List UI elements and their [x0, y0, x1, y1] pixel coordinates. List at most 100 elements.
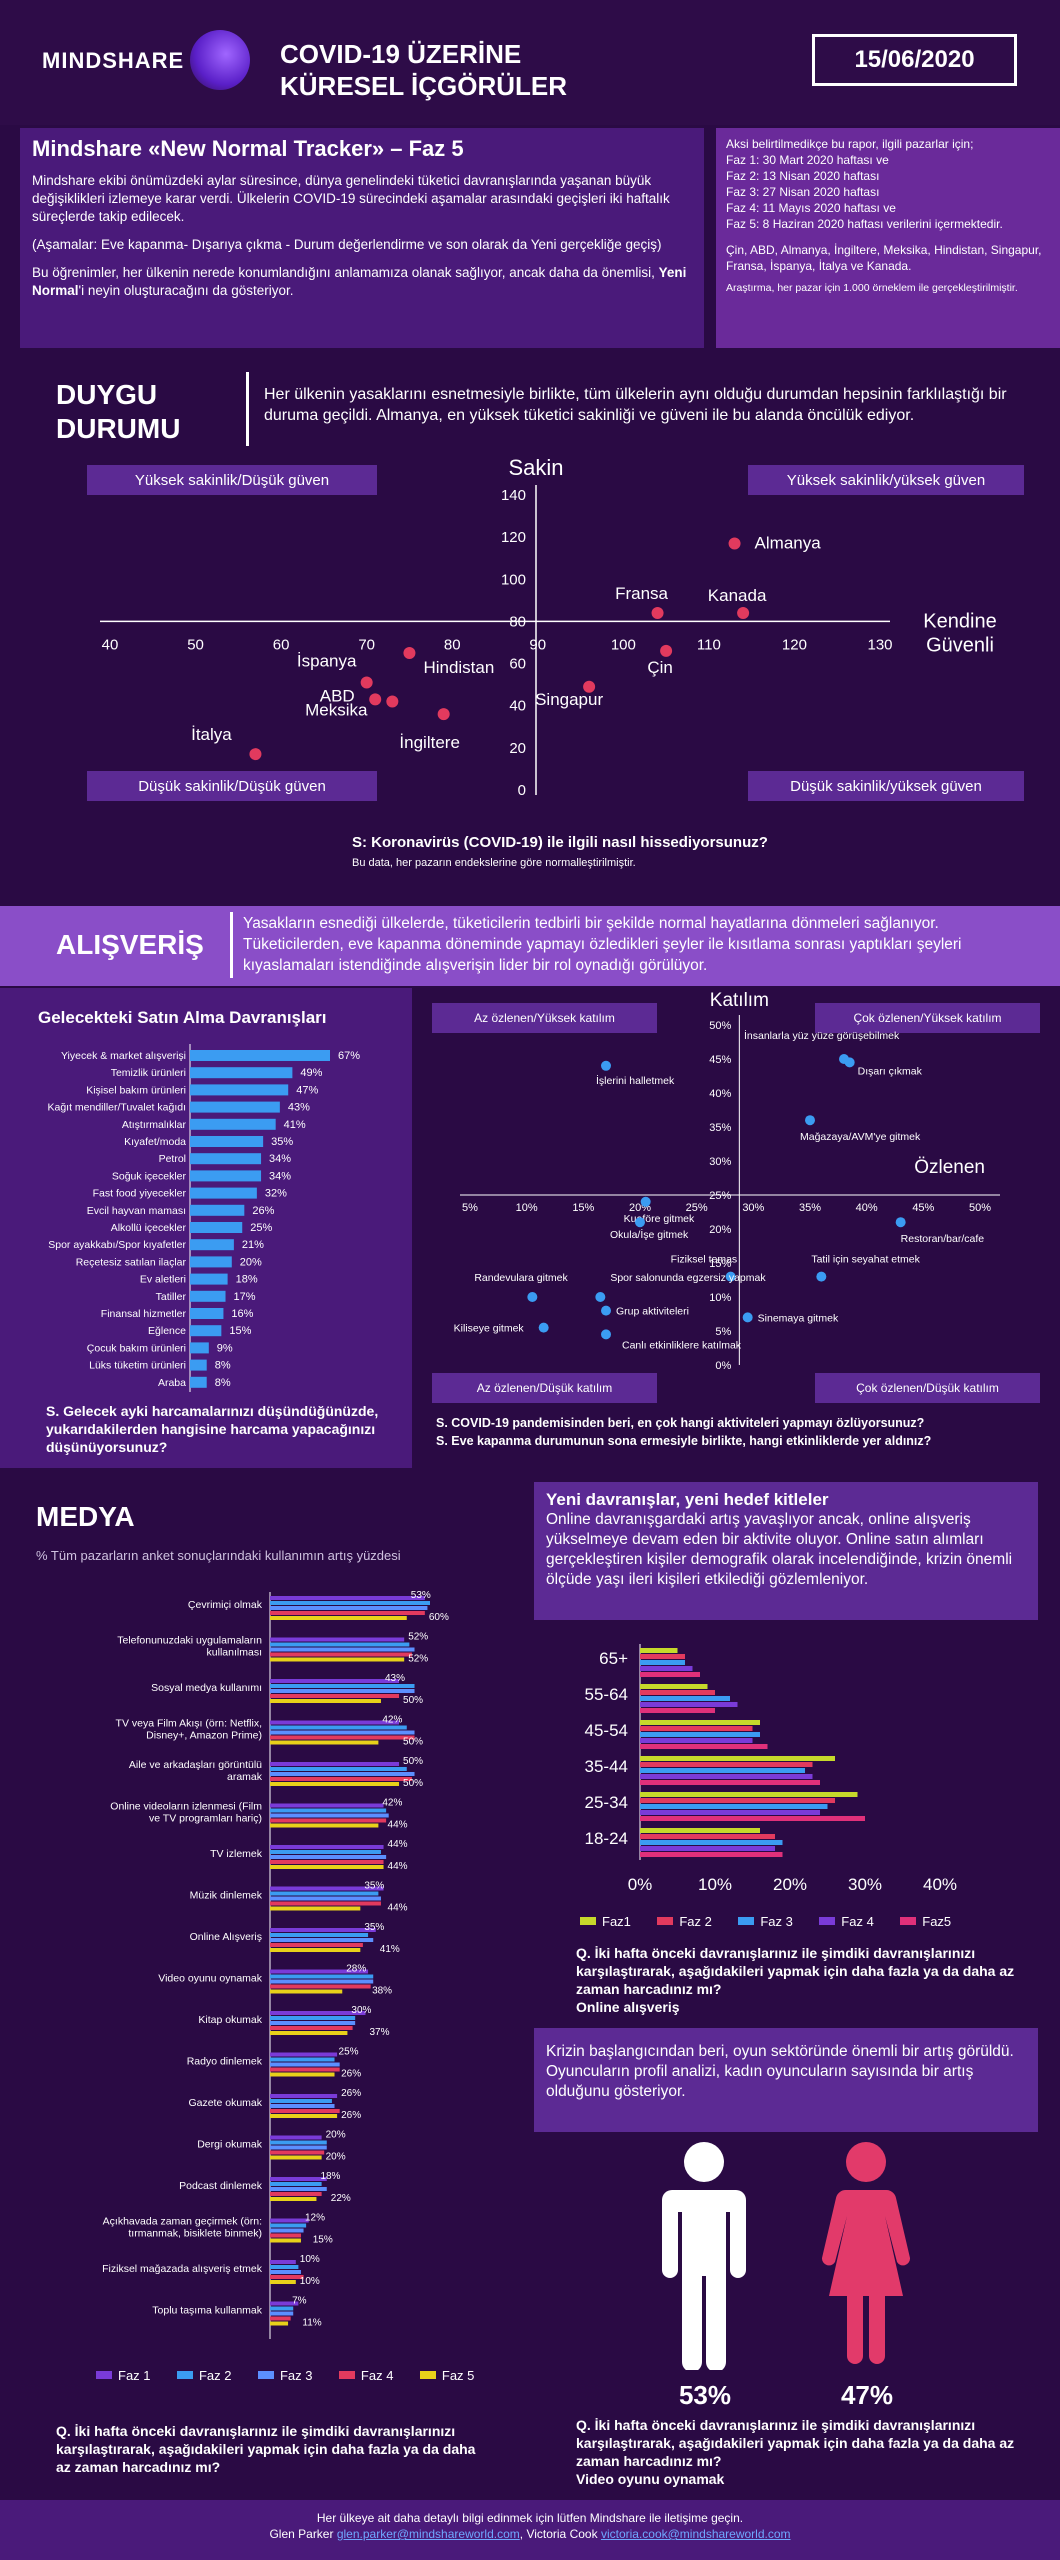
bar: [270, 2265, 299, 2269]
y-tick-label: 0: [518, 782, 526, 799]
category-label: Spor ayakkabı/Spor kıyafetler: [48, 1239, 186, 1251]
category-label: Finansal hizmetler: [101, 1308, 187, 1320]
bar: [270, 1969, 369, 1974]
bar: [270, 2114, 338, 2118]
bar: [270, 2135, 322, 2140]
bar: [190, 1239, 234, 1251]
x-tick-label: 5%: [462, 1202, 478, 1214]
bar: [270, 1652, 412, 1657]
bar: [640, 1726, 753, 1731]
x-tick-label: 15%: [572, 1202, 594, 1214]
x-tick-label: 130: [867, 636, 892, 653]
y-tick-label: 5%: [715, 1326, 731, 1338]
missed-q-br: Çok özlenen/Düşük katılım: [815, 1373, 1040, 1403]
x-tick-label: 45%: [912, 1202, 934, 1214]
category-label: Podcast dinlemek: [179, 2180, 263, 2192]
y-tick-label: 60: [509, 656, 526, 673]
email-link-1[interactable]: glen.parker@mindshareworld.com: [336, 2527, 520, 2541]
point-label: Kiliseye gitmek: [454, 1323, 525, 1335]
mood-section-title: DUYGU DURUMU: [56, 379, 181, 444]
value-label: 30%: [351, 2005, 371, 2016]
bar: [270, 1896, 381, 1901]
value-label: 20%: [326, 2152, 346, 2163]
bar: [270, 2238, 301, 2243]
category-label: aramak: [227, 1771, 263, 1783]
data-point: [595, 1292, 606, 1302]
bar: [270, 2026, 353, 2030]
data-point: [360, 676, 373, 689]
value-label: 16%: [231, 1308, 253, 1320]
bar: [270, 2197, 317, 2201]
data-point: [640, 1196, 651, 1207]
data-point: [816, 1271, 827, 1282]
bar: [270, 1813, 389, 1818]
quadrant-label-tr: Yüksek sakinlik/yüksek güven: [748, 465, 1024, 495]
value-label: 44%: [388, 1839, 408, 1850]
bar: [270, 1767, 407, 1771]
bar: [270, 1933, 369, 1937]
bar: [640, 1738, 753, 1743]
bar: [190, 1222, 243, 1233]
bar: [270, 1845, 384, 1849]
bar: [270, 1974, 374, 1979]
data-point: [660, 644, 673, 657]
point-label: Okula/İşe gitmek: [610, 1228, 689, 1241]
mood-description: Her ülkenin yasaklarını esnetmesiyle bir…: [264, 386, 1007, 424]
category-label: Fast food yiyecekler: [93, 1188, 187, 1200]
bar: [640, 1846, 775, 1851]
value-label: 53%: [411, 1590, 431, 1601]
bar: [640, 1804, 828, 1809]
x-tick-label: 30%: [848, 1875, 882, 1894]
email-link-2[interactable]: victoria.cook@mindshareworld.com: [600, 2527, 791, 2541]
bar: [270, 2072, 335, 2077]
x-tick-label: 110: [697, 636, 721, 653]
value-label: 28%: [346, 1964, 366, 1975]
missed-q-bl: Az özlenen/Düşük katılım: [432, 1373, 657, 1403]
age-bar-chart: 65+ 55-64 45-54 35-44 25-34 18-24 0% 10% 20% 30% 4…: [585, 1644, 957, 1894]
value-label: 44%: [388, 1861, 408, 1872]
bar: [640, 1660, 685, 1665]
bar: [270, 1647, 415, 1652]
point-label: İnsanlarla yüz yüze görüşebilmek: [744, 1029, 900, 1042]
intro-paragraph-2: (Aşamalar: Eve kapanma- Dışarıya çıkma -…: [32, 237, 662, 252]
data-point: [805, 1115, 815, 1126]
bar: [270, 2316, 291, 2321]
value-label: 11%: [302, 2318, 321, 2329]
bar: [270, 1823, 379, 1828]
bar: [270, 2099, 332, 2103]
bar: [640, 1732, 760, 1737]
y-tick-label: 0%: [715, 1360, 731, 1372]
report-date: 15/06/2020: [812, 34, 1017, 86]
category-label: Reçetesiz satılan ilaçlar: [76, 1256, 187, 1268]
bar: [270, 2311, 294, 2316]
value-label: 18%: [236, 1274, 258, 1286]
bar: [270, 2109, 340, 2113]
category-label: Araba: [158, 1377, 186, 1389]
bar: [640, 1696, 730, 1701]
category-label: Çevrimiçi olmak: [188, 1599, 263, 1611]
category-label: Video oyunu oynamak: [158, 1973, 262, 1985]
value-label: 8%: [215, 1377, 231, 1389]
value-label: 49%: [300, 1067, 322, 1079]
value-label: 21%: [242, 1239, 264, 1251]
bar: [270, 2192, 322, 2196]
bar: [270, 2016, 356, 2020]
x-tick-label: 30%: [742, 1202, 764, 1214]
data-point: [725, 1271, 736, 1282]
x-tick-label: 10%: [698, 1875, 732, 1894]
bar: [270, 2057, 335, 2062]
category-label: Online Alışveriş: [190, 1931, 262, 1943]
bar: [190, 1118, 276, 1130]
value-label: 52%: [408, 1632, 428, 1643]
y-tick-label: 50%: [709, 1020, 731, 1032]
bar: [270, 2062, 340, 2067]
category-label: 18-24: [585, 1829, 628, 1848]
bar: [190, 1153, 262, 1165]
media-section-title: MEDYA: [36, 1501, 135, 1532]
point-label: ABD: [320, 686, 355, 705]
category-label: Kitap okumak: [198, 2014, 262, 2026]
bar: [640, 1702, 738, 1707]
category-label: TV izlemek: [210, 1848, 263, 1860]
point-label: Spor salonunda egzersiz yapmak: [610, 1272, 766, 1284]
bar: [270, 1782, 400, 1786]
